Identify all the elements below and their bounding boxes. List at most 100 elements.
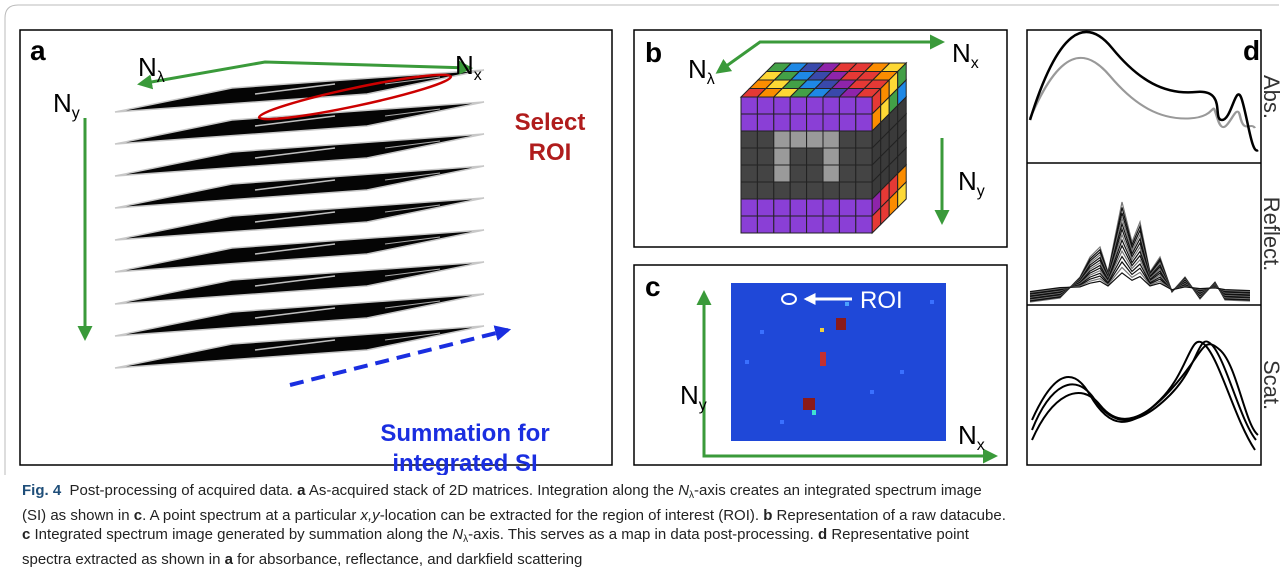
cube-cell	[741, 199, 757, 216]
caption-text: x,y	[361, 507, 380, 524]
sub: λ	[157, 69, 165, 86]
caption-text: b	[763, 507, 772, 524]
cube-cell	[757, 131, 773, 148]
annotation: integrated SI	[392, 450, 537, 475]
caption-text: Representative point	[827, 526, 969, 543]
caption-text: spectra extracted as shown in	[22, 551, 225, 568]
cube-cell	[774, 148, 790, 165]
caption-text: Representation of a raw datacube.	[772, 507, 1005, 524]
cube-cell	[790, 131, 806, 148]
cube-cell	[856, 148, 872, 165]
spot	[780, 420, 784, 424]
spectrum	[1030, 58, 1255, 128]
datacube	[741, 63, 906, 233]
spectrum	[1032, 344, 1258, 440]
caption-line: (SI) as shown in c. A point spectrum at …	[22, 506, 1006, 526]
base: N	[680, 380, 699, 410]
cube-cell	[823, 216, 839, 233]
cube-cell	[774, 114, 790, 131]
cube-cell	[807, 148, 823, 165]
caption-text: a	[225, 551, 233, 568]
panel-label: c	[645, 271, 661, 302]
cube-cell	[757, 216, 773, 233]
cube-cell	[774, 97, 790, 114]
caption-text: for absorbance, reflectance, and darkfie…	[233, 551, 582, 568]
cube-cell	[757, 114, 773, 131]
axis-label: Nλ	[138, 52, 165, 86]
axis-label: Nx	[958, 420, 985, 454]
spot	[870, 390, 874, 394]
caption-line: Fig. 4 Post-processing of acquired data.…	[22, 481, 1006, 506]
cube-cell	[774, 131, 790, 148]
panel-label: a	[30, 35, 46, 66]
sub: x	[977, 437, 985, 454]
cube-cell	[823, 182, 839, 199]
annotation: ROI	[529, 139, 572, 166]
cube-cell	[856, 182, 872, 199]
cube-cell	[790, 165, 806, 182]
spot	[820, 328, 824, 332]
cube-cell	[741, 182, 757, 199]
sub: y	[977, 183, 985, 200]
cube-cell	[807, 165, 823, 182]
annotation: ROI	[860, 287, 903, 314]
panel-label: d	[1243, 35, 1260, 66]
axis-label: Nλ	[688, 54, 715, 88]
sub: x	[971, 55, 979, 72]
cube-cell	[839, 97, 855, 114]
caption-text: N	[678, 482, 689, 499]
caption-line: spectra extracted as shown in a for abso…	[22, 550, 1006, 569]
cube-cell	[856, 199, 872, 216]
panel-label: b	[645, 37, 662, 68]
sub: x	[474, 67, 482, 84]
reflectance-spectra	[1030, 202, 1250, 302]
cube-cell	[741, 97, 757, 114]
cube-cell	[757, 182, 773, 199]
axis-label: Ny	[53, 88, 80, 122]
cube-cell	[790, 97, 806, 114]
cube-cell	[823, 199, 839, 216]
cube-cell	[839, 216, 855, 233]
cube-cell	[790, 114, 806, 131]
axis-label: Nx	[455, 50, 482, 84]
cube-cell	[807, 216, 823, 233]
cube-cell	[856, 165, 872, 182]
cube-cell	[741, 148, 757, 165]
caption-text: d	[818, 526, 827, 543]
spot	[760, 330, 764, 334]
cube-cell	[757, 148, 773, 165]
sub: λ	[707, 71, 715, 88]
base: N	[958, 166, 977, 196]
base: N	[455, 50, 474, 80]
caption-text: -axis creates an integrated spectrum ima…	[694, 482, 982, 499]
cube-cell	[774, 165, 790, 182]
caption-text: Post-processing of acquired data.	[61, 482, 297, 499]
cube-cell	[839, 148, 855, 165]
row-label: Abs.	[1259, 75, 1284, 119]
cube-cell	[741, 165, 757, 182]
cube-cell	[790, 199, 806, 216]
cube-cell	[774, 199, 790, 216]
base: N	[688, 54, 707, 84]
caption-text: c	[134, 507, 142, 524]
cube-cell	[741, 131, 757, 148]
cube-cell	[839, 182, 855, 199]
cube-cell	[823, 165, 839, 182]
cube-cell	[839, 114, 855, 131]
caption-line: c Integrated spectrum image generated by…	[22, 525, 1006, 550]
cube-cell	[757, 165, 773, 182]
axis-label: Nx	[952, 38, 979, 72]
spot	[812, 410, 816, 415]
figure: a Nλ Nx Ny Select ROI Summation for inte…	[0, 0, 1284, 475]
sub: y	[72, 105, 80, 122]
caption-text: . A point spectrum at a particular	[142, 507, 360, 524]
cube-cell	[757, 199, 773, 216]
cube-cell	[856, 114, 872, 131]
slab-stack	[115, 70, 484, 368]
cube-cell	[790, 182, 806, 199]
spot	[836, 318, 846, 330]
cube-cell	[774, 216, 790, 233]
cube-cell	[839, 165, 855, 182]
caption-text: N	[452, 526, 463, 543]
axis-label: Ny	[958, 166, 985, 200]
